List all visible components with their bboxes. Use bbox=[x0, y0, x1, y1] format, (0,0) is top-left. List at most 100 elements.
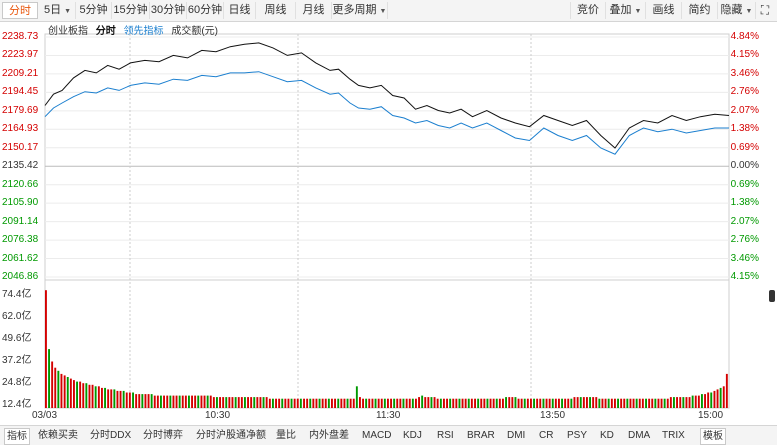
tab-rsi[interactable]: RSI bbox=[437, 430, 454, 441]
tab-ddx[interactable]: 分时DDX bbox=[90, 430, 132, 441]
volume-bar bbox=[380, 398, 383, 408]
volume-bar bbox=[654, 398, 657, 408]
volume-bar bbox=[371, 398, 374, 408]
volume-bar bbox=[234, 397, 237, 408]
tab-hgt[interactable]: 分时沪股通净额 bbox=[196, 430, 266, 441]
volume-bar bbox=[51, 361, 54, 408]
volume-bar bbox=[334, 398, 336, 408]
volume-bar bbox=[343, 398, 346, 408]
tab-in-out[interactable]: 内外盘差 bbox=[309, 430, 349, 441]
volume-bar bbox=[666, 398, 669, 408]
tab-indicators[interactable]: 指标 bbox=[4, 428, 30, 445]
fullscreen-icon[interactable]: ⛶ bbox=[760, 3, 770, 17]
volume-bar bbox=[523, 398, 526, 408]
volume-bar bbox=[122, 390, 125, 408]
volume-bar bbox=[533, 398, 535, 408]
legend-mode: 分时 bbox=[95, 26, 116, 37]
volume-bar bbox=[128, 392, 131, 408]
volume-bar bbox=[110, 389, 113, 408]
volume-bar bbox=[530, 398, 532, 408]
tab-15min[interactable]: 15分钟 bbox=[112, 2, 150, 19]
time-tick-label: 13:50 bbox=[540, 410, 566, 421]
volume-bar bbox=[620, 398, 623, 408]
volume-bar bbox=[237, 397, 240, 408]
volume-bar bbox=[116, 390, 119, 408]
volume-bar bbox=[586, 397, 588, 408]
volume-bar bbox=[520, 398, 523, 408]
intraday-chart[interactable] bbox=[0, 22, 777, 425]
percent-tick-label: 4.15% bbox=[730, 271, 759, 282]
time-tick-label: 11:30 bbox=[376, 410, 401, 421]
volume-bar bbox=[321, 398, 324, 408]
tab-macd[interactable]: MACD bbox=[362, 430, 392, 441]
volume-bar bbox=[79, 381, 82, 408]
hide-button[interactable]: 隐藏 ▼ bbox=[718, 2, 756, 19]
tab-dmi[interactable]: DMI bbox=[507, 430, 526, 441]
volume-bar bbox=[508, 397, 511, 408]
tab-volume-ratio[interactable]: 量比 bbox=[276, 430, 296, 441]
tab-5min[interactable]: 5分钟 bbox=[76, 2, 112, 19]
draw-line-button[interactable]: 画线 bbox=[646, 2, 682, 19]
volume-bar bbox=[365, 398, 368, 408]
volume-bar bbox=[651, 398, 654, 408]
tab-trix[interactable]: TRIX bbox=[662, 430, 685, 441]
volume-bar bbox=[607, 398, 610, 408]
volume-bar bbox=[250, 397, 253, 408]
volume-bar bbox=[626, 398, 629, 408]
legend-leading-indicator: 领先指标 bbox=[123, 26, 164, 37]
volume-bar bbox=[399, 398, 402, 408]
volume-bar bbox=[290, 398, 293, 408]
percent-tick-label: 0.69% bbox=[730, 141, 759, 153]
volume-bar bbox=[203, 395, 206, 408]
volume-bar bbox=[461, 398, 464, 408]
tab-week[interactable]: 周线 bbox=[256, 2, 296, 19]
volume-bar bbox=[657, 398, 660, 408]
overlay-button[interactable]: 叠加 ▼ bbox=[606, 2, 646, 19]
volume-bar bbox=[713, 390, 716, 408]
time-tick-label: 15:00 bbox=[698, 410, 724, 421]
tab-buy-sell[interactable]: 依赖买卖 bbox=[38, 430, 78, 441]
tab-kdj[interactable]: KDJ bbox=[403, 430, 422, 441]
price-tick-label: 2150.17 bbox=[2, 141, 39, 153]
tab-5day-label: 5日 bbox=[43, 4, 62, 16]
volume-bar bbox=[470, 398, 473, 408]
tab-30min[interactable]: 30分钟 bbox=[150, 2, 187, 19]
price-tick-label: 2046.86 bbox=[2, 271, 39, 282]
volume-bar bbox=[194, 395, 197, 408]
collapse-handle-icon[interactable] bbox=[769, 290, 775, 302]
volume-bar bbox=[648, 398, 651, 408]
simple-button[interactable]: 简约 bbox=[682, 2, 718, 19]
volume-bar bbox=[340, 398, 343, 408]
compare-button[interactable]: 竞价 bbox=[570, 2, 606, 19]
tab-template[interactable]: 模板 bbox=[700, 428, 726, 445]
tab-psy[interactable]: PSY bbox=[567, 430, 588, 441]
volume-bar bbox=[94, 386, 97, 408]
volume-bar bbox=[489, 398, 492, 408]
tab-60min[interactable]: 60分钟 bbox=[187, 2, 224, 19]
volume-bar bbox=[296, 398, 299, 408]
tab-kd[interactable]: KD bbox=[600, 430, 614, 441]
volume-bar bbox=[579, 397, 582, 408]
volume-bar bbox=[60, 373, 63, 408]
volume-bar bbox=[517, 398, 520, 408]
tab-fenshi[interactable]: 分时 bbox=[2, 2, 38, 19]
tab-more-periods[interactable]: 更多周期 ▼ bbox=[332, 2, 388, 19]
volume-bar bbox=[73, 380, 75, 408]
tab-cr[interactable]: CR bbox=[539, 430, 554, 441]
volume-bar bbox=[156, 395, 159, 408]
tab-brar[interactable]: BRAR bbox=[467, 430, 495, 441]
period-toolbar: 分时 5日 ▼ 5分钟 15分钟 30分钟 60分钟 日线 周线 月线 更多周期 ▼… bbox=[0, 0, 777, 22]
volume-bar bbox=[309, 398, 312, 408]
tab-game[interactable]: 分时博弈 bbox=[143, 430, 183, 441]
volume-bar bbox=[439, 398, 442, 408]
volume-bar bbox=[570, 398, 573, 408]
tab-dma[interactable]: DMA bbox=[628, 430, 651, 441]
volume-bar bbox=[63, 375, 66, 408]
tab-day[interactable]: 日线 bbox=[224, 2, 256, 19]
chevron-down-icon: ▼ bbox=[379, 8, 387, 15]
volume-bar bbox=[411, 398, 414, 408]
volume-bar bbox=[539, 398, 542, 408]
tab-month[interactable]: 月线 bbox=[296, 2, 332, 19]
chevron-down-icon: ▼ bbox=[634, 8, 642, 15]
tab-5day[interactable]: 5日 ▼ bbox=[40, 2, 76, 19]
